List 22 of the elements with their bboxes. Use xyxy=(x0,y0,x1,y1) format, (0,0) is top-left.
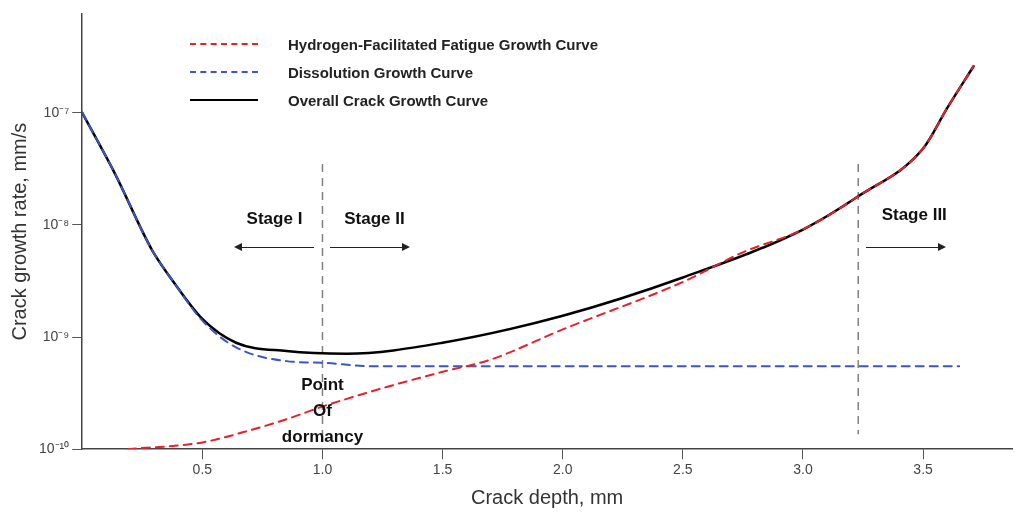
line-series xyxy=(82,111,961,368)
y-axis-title: Crack growth rate, mm/s xyxy=(7,122,30,341)
x-tick-label: 3.0 xyxy=(793,461,813,478)
annotation: Stage II xyxy=(344,208,405,228)
x-tick-label: 2.0 xyxy=(553,461,573,478)
x-tick-label: 1.0 xyxy=(312,461,333,478)
annotation: Stage III xyxy=(881,204,947,224)
x-tick-label: 3.5 xyxy=(913,461,934,478)
x-tick-label: 2.5 xyxy=(673,461,693,478)
annotation: Stage I xyxy=(246,208,303,228)
line-series xyxy=(126,65,975,450)
y-tick-label: 10⁻⁹ xyxy=(42,327,70,344)
y-tick-label: 10⁻¹⁰ xyxy=(39,440,70,457)
x-axis-title: Crack depth, mm xyxy=(470,485,624,508)
x-tick-label: 0.5 xyxy=(192,461,213,478)
x-tick-label: 1.5 xyxy=(432,461,453,478)
legend-label: Hydrogen-Facilitated Fatigue Growth Curve xyxy=(288,35,599,53)
annotation: Point Of dormancy xyxy=(281,374,364,446)
legend-label: Overall Crack Growth Curve xyxy=(288,91,489,109)
y-tick-label: 10⁻⁷ xyxy=(43,103,70,120)
legend-label: Dissolution Growth Curve xyxy=(288,63,474,81)
y-tick-label: 10⁻⁸ xyxy=(42,215,70,232)
